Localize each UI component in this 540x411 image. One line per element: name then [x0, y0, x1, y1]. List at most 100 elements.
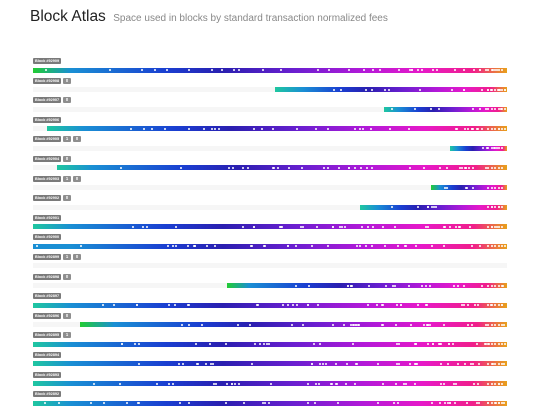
block-fill-bar[interactable] — [33, 67, 507, 73]
block-fill-bar[interactable] — [56, 165, 507, 171]
block-badge[interactable]: 0 — [73, 253, 82, 260]
transaction-dot — [471, 362, 474, 365]
transaction-dot — [487, 304, 489, 307]
transaction-dot — [390, 206, 393, 209]
block-label[interactable]: Block #92897 — [33, 293, 62, 300]
transaction-dot — [356, 362, 359, 365]
block-badge[interactable]: 0 — [63, 195, 72, 202]
transaction-dot — [391, 108, 394, 111]
block-row[interactable]: Block #92894 — [33, 351, 507, 372]
transaction-dot — [313, 402, 316, 405]
block-label[interactable]: Block #92894 — [33, 351, 62, 358]
transaction-dot — [447, 343, 450, 346]
block-fill-bar[interactable] — [360, 204, 507, 210]
transaction-dot — [181, 362, 184, 365]
block-label[interactable]: Block #92895 — [33, 332, 62, 339]
block-label[interactable]: Block #92904 — [33, 155, 62, 162]
block-badge[interactable]: 0 — [73, 175, 82, 182]
transaction-dot — [217, 127, 220, 130]
block-badge[interactable]: 1 — [63, 136, 72, 143]
transaction-dot — [437, 343, 440, 346]
block-row[interactable]: Block #92899 1 0 — [33, 253, 507, 274]
transaction-dot — [490, 304, 493, 307]
block-fill-bar[interactable] — [33, 302, 507, 308]
block-row[interactable]: Block #92905 1 0 — [33, 136, 507, 156]
block-fill-bar[interactable] — [274, 87, 507, 93]
block-row[interactable]: Block #92895 1 — [33, 332, 507, 352]
transaction-dot — [410, 69, 413, 71]
transaction-dot — [354, 362, 357, 365]
transaction-dot — [501, 225, 503, 228]
block-row[interactable]: Block #92909 — [33, 58, 507, 78]
transaction-dot — [484, 343, 487, 346]
transaction-dot — [490, 362, 493, 365]
block-label[interactable]: Block #92899 — [33, 253, 62, 260]
transaction-dot — [180, 323, 183, 326]
block-fill-bar[interactable] — [33, 243, 507, 249]
block-fill-bar[interactable] — [450, 145, 507, 151]
block-label[interactable]: Block #92901 — [33, 214, 62, 221]
block-row[interactable]: Block #92907 0 — [33, 97, 507, 117]
block-row[interactable]: Block #92906 — [33, 116, 507, 137]
block-fill-bar[interactable] — [227, 283, 507, 289]
block-row[interactable]: Block #92900 — [33, 234, 507, 254]
block-label[interactable]: Block #92892 — [33, 391, 62, 398]
transaction-dot — [501, 304, 503, 307]
block-fill-track — [33, 126, 507, 132]
block-row[interactable]: Block #92903 1 0 — [33, 175, 507, 196]
transaction-dot — [444, 402, 447, 405]
transaction-dot — [121, 343, 124, 346]
transaction-dot — [318, 362, 321, 365]
block-badge[interactable]: 0 — [63, 155, 72, 162]
block-badge[interactable]: 0 — [73, 136, 82, 143]
block-label[interactable]: Block #92896 — [33, 312, 62, 319]
block-fill-bar[interactable] — [33, 361, 507, 367]
block-fill-bar[interactable] — [47, 126, 507, 132]
block-label[interactable]: Block #92903 — [33, 175, 62, 182]
block-label[interactable]: Block #92898 — [33, 273, 62, 280]
block-fill-bar[interactable] — [33, 400, 507, 406]
block-fill-bar[interactable] — [431, 185, 507, 191]
block-row[interactable]: Block #92892 — [33, 391, 507, 411]
block-label-group: Block #92906 — [33, 116, 62, 123]
transaction-dot — [415, 343, 418, 346]
transaction-dot — [212, 362, 215, 365]
block-badge[interactable]: 0 — [63, 312, 72, 319]
block-row[interactable]: Block #92893 — [33, 371, 507, 392]
transaction-dot — [454, 69, 457, 71]
block-label[interactable]: Block #92909 — [33, 58, 62, 64]
transaction-dot — [112, 304, 115, 307]
block-badge[interactable]: 1 — [63, 175, 72, 182]
block-label[interactable]: Block #92902 — [33, 195, 62, 202]
block-row[interactable]: Block #92908 0 — [33, 77, 507, 98]
block-fill-bar[interactable] — [33, 381, 507, 386]
transaction-dot — [445, 166, 448, 169]
block-row[interactable]: Block #92904 0 — [33, 155, 507, 176]
block-label[interactable]: Block #92900 — [33, 234, 62, 241]
block-label[interactable]: Block #92906 — [33, 116, 62, 123]
transaction-dot — [366, 166, 369, 169]
transaction-dot — [494, 166, 496, 169]
block-label[interactable]: Block #92893 — [33, 371, 62, 378]
block-row[interactable]: Block #92901 — [33, 214, 507, 235]
block-row[interactable]: Block #92897 — [33, 293, 507, 313]
transaction-dot — [241, 166, 244, 169]
block-label[interactable]: Block #92905 — [33, 136, 62, 143]
transaction-dot — [349, 284, 352, 287]
block-fill-bar[interactable] — [33, 341, 507, 347]
block-row[interactable]: Block #92898 0 — [33, 273, 507, 294]
transaction-dot — [420, 69, 423, 71]
transaction-dot — [504, 88, 506, 91]
block-fill-bar[interactable] — [80, 322, 507, 328]
block-row[interactable]: Block #92902 0 — [33, 195, 507, 215]
block-badge[interactable]: 0 — [63, 273, 72, 280]
block-label[interactable]: Block #92907 — [33, 97, 62, 104]
block-label[interactable]: Block #92908 — [33, 77, 62, 84]
block-badge[interactable]: 0 — [63, 77, 72, 84]
block-row[interactable]: Block #92896 0 — [33, 312, 507, 333]
block-badge[interactable]: 0 — [63, 97, 72, 104]
block-badge[interactable]: 1 — [63, 253, 72, 260]
block-badge[interactable]: 1 — [63, 332, 72, 339]
block-fill-bar[interactable] — [33, 224, 507, 230]
block-fill-bar[interactable] — [383, 106, 507, 112]
